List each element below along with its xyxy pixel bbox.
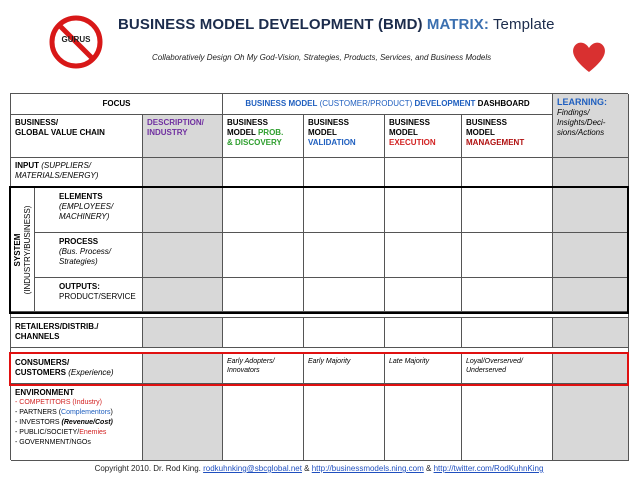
footer-copyright: Copyright 2010. Dr. Rod King. rodkuhnkin… [94, 464, 544, 473]
twitter-link[interactable]: http://twitter.com/RodKuhnKing [433, 464, 544, 473]
input-validation-cell [304, 158, 385, 188]
environment-validation-cell [304, 384, 385, 461]
late-majority-cell: Late Majority [385, 354, 462, 384]
elements-validation-cell [304, 188, 385, 233]
title-template: Template [488, 16, 555, 33]
page-subtitle: Collaboratively Design Oh My God-Vision,… [152, 53, 492, 62]
system-sublabel: (INDUSTRY/BUSINESS) [22, 205, 32, 294]
retailers-management-cell [462, 318, 553, 348]
input-label: INPUT (SUPPLIERS/ MATERIALS/ENERGY) [11, 158, 143, 188]
environment-learning-cell [553, 384, 629, 461]
process-learning-cell [553, 233, 629, 278]
prohibition-icon [49, 15, 103, 69]
environment-description-cell [143, 384, 223, 461]
outputs-label: OUTPUTS: PRODUCT/SERVICE [35, 278, 143, 312]
retailers-label: RETAILERS/DISTRIB./ CHANNELS [11, 318, 143, 348]
title-matrix: MATRIX: [426, 16, 489, 33]
input-learning-cell [553, 158, 629, 188]
outputs-management-cell [462, 278, 553, 312]
description-industry-header: DESCRIPTION/ INDUSTRY [143, 115, 223, 158]
elements-description-cell [143, 188, 223, 233]
retailers-description-cell [143, 318, 223, 348]
environment-execution-cell [385, 384, 462, 461]
outputs-learning-cell [553, 278, 629, 312]
process-label: PROCESS (Bus. Process/ Strategies) [35, 233, 143, 278]
business-value-chain-header: BUSINESS/ GLOBAL VALUE CHAIN [11, 115, 143, 158]
heart-icon [571, 40, 607, 74]
consumers-description-cell [143, 354, 223, 384]
retailers-learning-cell [553, 318, 629, 348]
ning-link[interactable]: http://businessmodels.ning.com [311, 464, 424, 473]
process-management-cell [462, 233, 553, 278]
elements-execution-cell [385, 188, 462, 233]
title-main: BUSINESS MODEL DEVELOPMENT (BMD) [118, 16, 427, 33]
focus-header: FOCUS [11, 94, 223, 115]
environment-discovery-cell [223, 384, 304, 461]
loyal-underserved-cell: Loyal/Overserved/ Underserved [462, 354, 553, 384]
input-execution-cell [385, 158, 462, 188]
process-validation-cell [304, 233, 385, 278]
elements-management-cell [462, 188, 553, 233]
environment-management-cell [462, 384, 553, 461]
process-execution-cell [385, 233, 462, 278]
learning-header: LEARNING: Findings/ Insights/Deci-sions/… [553, 94, 629, 158]
consumers-label: CONSUMERS/ CUSTOMERS (Experience) [11, 354, 143, 384]
input-management-cell [462, 158, 553, 188]
page-title: BUSINESS MODEL DEVELOPMENT (BMD) MATRIX:… [118, 16, 555, 33]
stage-validation-header: BUSINESS MODEL VALIDATION [304, 115, 385, 158]
outputs-validation-cell [304, 278, 385, 312]
stage-discovery-header: BUSINESS MODEL PROB. & DISCOVERY [223, 115, 304, 158]
spacer-row [11, 312, 629, 318]
input-description-cell [143, 158, 223, 188]
elements-learning-cell [553, 188, 629, 233]
elements-label: ELEMENTS (EMPLOYEES/ MACHINERY) [35, 188, 143, 233]
retailers-discovery-cell [223, 318, 304, 348]
bmd-matrix: FOCUS BUSINESS MODEL (CUSTOMER/PRODUCT) … [9, 93, 629, 461]
email-link[interactable]: rodkuhnking@sbcglobal.net [203, 464, 302, 473]
process-discovery-cell [223, 233, 304, 278]
retailers-validation-cell [304, 318, 385, 348]
system-label-cell: SYSTEM (INDUSTRY/BUSINESS) [11, 188, 35, 312]
elements-discovery-cell [223, 188, 304, 233]
stage-execution-header: BUSINESS MODEL EXECUTION [385, 115, 462, 158]
gurus-label: GURUS [61, 35, 91, 44]
outputs-description-cell [143, 278, 223, 312]
input-discovery-cell [223, 158, 304, 188]
system-label: SYSTEM [12, 233, 22, 266]
spacer-row [11, 348, 629, 354]
consumers-learning-cell [553, 354, 629, 384]
outputs-execution-cell [385, 278, 462, 312]
dashboard-header: BUSINESS MODEL (CUSTOMER/PRODUCT) DEVELO… [223, 94, 553, 115]
retailers-execution-cell [385, 318, 462, 348]
early-majority-cell: Early Majority [304, 354, 385, 384]
early-adopters-cell: Early Adopters/ Innovators [223, 354, 304, 384]
process-description-cell [143, 233, 223, 278]
outputs-discovery-cell [223, 278, 304, 312]
environment-label: ENVIRONMENT - COMPETITORS (Industry) - P… [11, 384, 143, 461]
stage-management-header: BUSINESS MODEL MANAGEMENT [462, 115, 553, 158]
no-gurus-logo: GURUS [48, 14, 104, 70]
